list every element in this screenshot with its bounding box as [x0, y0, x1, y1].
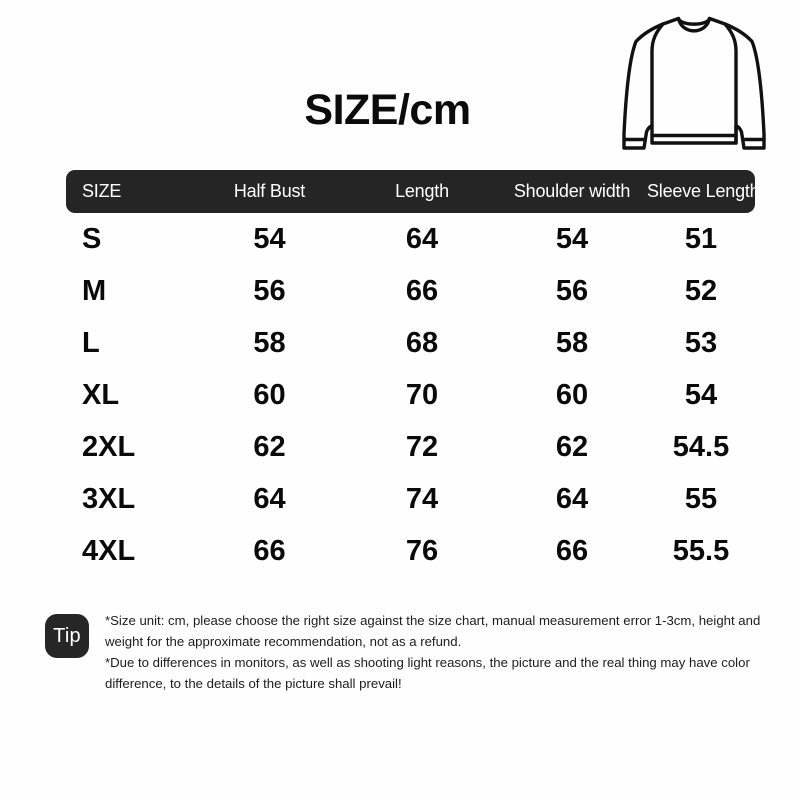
table-row: L 58 68 58 53	[66, 317, 755, 369]
cell-sleeve-length: 54.5	[672, 430, 730, 463]
tip-text: *Size unit: cm, please choose the right …	[105, 610, 765, 694]
table-row: 3XL 64 74 64 55	[66, 473, 755, 525]
cell-half-bust: 56	[253, 274, 286, 307]
cell-size: S	[82, 222, 102, 255]
cell-size: 4XL	[82, 534, 136, 567]
tip-section: Tip *Size unit: cm, please choose the ri…	[45, 610, 765, 694]
column-header-sleeve-length: Sleeve Length	[647, 181, 760, 201]
table-header-row: SIZE Half Bust Length Shoulder width Sle…	[66, 170, 760, 213]
cell-half-bust: 60	[253, 378, 286, 411]
cell-sleeve-length: 52	[684, 274, 718, 307]
cell-length: 66	[405, 274, 439, 307]
crewneck-sweatshirt-icon	[622, 16, 766, 150]
cell-size: 3XL	[82, 482, 136, 515]
cell-half-bust: 58	[253, 326, 286, 359]
cell-sleeve-length: 53	[684, 326, 718, 359]
column-header-shoulder-width: Shoulder width	[513, 181, 631, 201]
cell-sleeve-length: 54	[684, 378, 718, 411]
size-chart-table: SIZE Half Bust Length Shoulder width Sle…	[66, 170, 760, 577]
table-row: 4XL 66 76 66 55.5	[66, 525, 755, 577]
cell-length: 76	[405, 534, 439, 567]
tip-paragraph-measurement: *Size unit: cm, please choose the right …	[105, 613, 761, 649]
cell-size: M	[82, 274, 107, 307]
cell-half-bust: 54	[253, 222, 286, 255]
cell-length: 68	[405, 326, 439, 359]
table-row: S 54 64 54 51	[66, 213, 755, 265]
cell-sleeve-length: 55.5	[672, 534, 730, 567]
cell-length: 74	[405, 482, 439, 515]
cell-half-bust: 64	[253, 482, 286, 515]
cell-sleeve-length: 55	[684, 482, 718, 515]
cell-size: XL	[82, 378, 120, 411]
column-header-length: Length	[395, 181, 449, 201]
cell-length: 72	[405, 430, 439, 463]
cell-size: 2XL	[82, 430, 136, 463]
page-title: SIZE/cm	[304, 86, 471, 134]
column-header-half-bust: Half Bust	[233, 181, 306, 201]
tip-paragraph-color: *Due to differences in monitors, as well…	[105, 655, 750, 691]
cell-size: L	[82, 326, 100, 359]
cell-half-bust: 62	[253, 430, 286, 463]
table-row: M 56 66 56 52	[66, 265, 755, 317]
cell-shoulder-width: 62	[555, 430, 589, 463]
cell-shoulder-width: 56	[555, 274, 589, 307]
table-row: 2XL 62 72 62 54.5	[66, 421, 755, 473]
cell-length: 64	[405, 222, 439, 255]
cell-shoulder-width: 54	[555, 222, 589, 255]
column-header-size: SIZE	[82, 181, 122, 201]
product-illustration	[618, 8, 770, 160]
cell-shoulder-width: 58	[555, 326, 589, 359]
cell-shoulder-width: 66	[555, 534, 589, 567]
table-row: XL 60 70 60 54	[66, 369, 755, 421]
tip-badge: Tip	[45, 614, 89, 658]
cell-length: 70	[405, 378, 439, 411]
cell-sleeve-length: 51	[684, 222, 718, 255]
cell-half-bust: 66	[253, 534, 286, 567]
cell-shoulder-width: 64	[555, 482, 589, 515]
cell-shoulder-width: 60	[555, 378, 589, 411]
